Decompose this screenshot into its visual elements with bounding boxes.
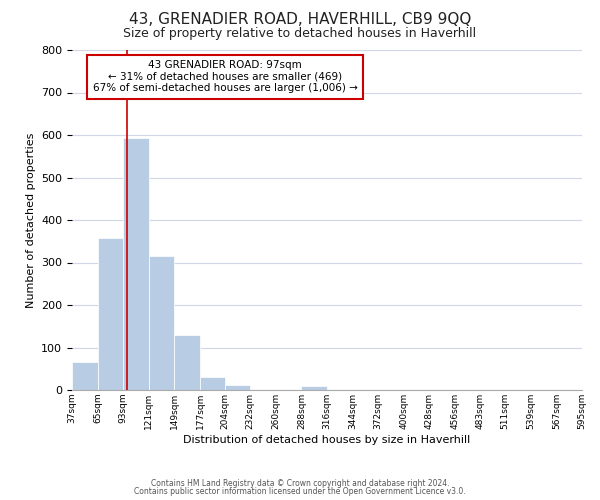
Text: 43 GRENADIER ROAD: 97sqm
← 31% of detached houses are smaller (469)
67% of semi-: 43 GRENADIER ROAD: 97sqm ← 31% of detach… (92, 60, 358, 94)
Bar (175, 335, 200, 390)
Bar (98, 238, 123, 390)
Bar (301, 386, 327, 390)
Text: Size of property relative to detached houses in Haverhill: Size of property relative to detached ho… (124, 28, 476, 40)
Bar (149, 256, 175, 390)
Y-axis label: Number of detached properties: Number of detached properties (26, 132, 35, 308)
Bar (200, 377, 224, 390)
Text: Contains public sector information licensed under the Open Government Licence v3: Contains public sector information licen… (134, 487, 466, 496)
Bar (224, 386, 250, 390)
Text: 43, GRENADIER ROAD, HAVERHILL, CB9 9QQ: 43, GRENADIER ROAD, HAVERHILL, CB9 9QQ (129, 12, 471, 28)
Bar (72, 362, 98, 390)
Text: Contains HM Land Registry data © Crown copyright and database right 2024.: Contains HM Land Registry data © Crown c… (151, 478, 449, 488)
Bar (123, 138, 149, 390)
X-axis label: Distribution of detached houses by size in Haverhill: Distribution of detached houses by size … (184, 434, 470, 444)
